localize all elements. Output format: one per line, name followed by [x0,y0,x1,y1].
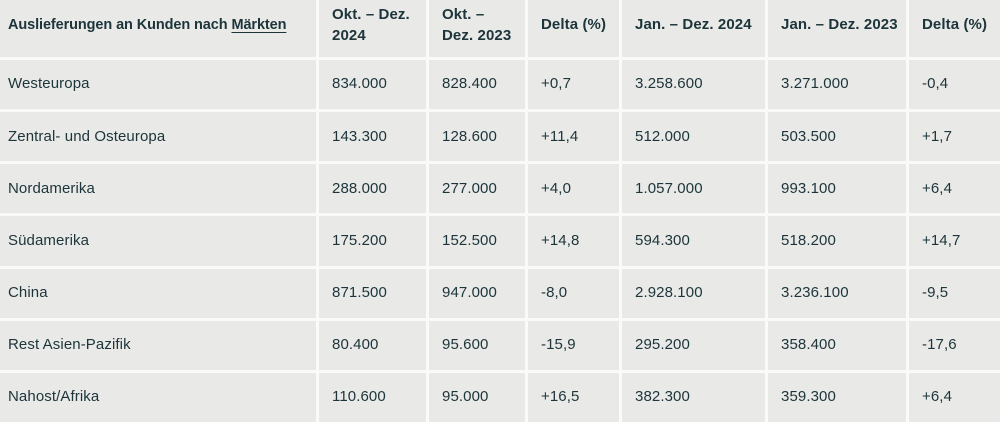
value-cell-q4-2024: 143.300 [319,112,426,162]
value-cell-q4-2024: 834.000 [319,60,426,110]
column-header-fy-2024: Jan. – Dez. 2024 [622,0,765,57]
market-cell: Nahost/Afrika [0,372,316,422]
value-cell-fy-2023: 359.300 [768,372,906,422]
value-cell-fy-2024: 1.057.000 [622,164,765,214]
markets-link[interactable]: Märkten [231,16,287,33]
value-cell-q4-2024: 288.000 [319,164,426,214]
value-cell-q4-2024: 871.500 [319,268,426,318]
value-cell-fy-2024: 2.928.100 [622,268,765,318]
value-cell-delta-q4: -15,9 [528,320,619,370]
column-header-delta-q4: Delta (%) [528,0,619,57]
value-cell-delta-fy: -17,6 [909,320,1000,370]
value-cell-delta-fy: -9,5 [909,268,1000,318]
column-header-fy-2023: Jan. – Dez. 2023 [768,0,906,57]
value-cell-fy-2023: 3.236.100 [768,268,906,318]
value-cell-q4-2023: 947.000 [429,268,525,318]
value-cell-delta-fy: +14,7 [909,216,1000,266]
market-cell: Rest Asien-Pazifik [0,320,316,370]
value-cell-q4-2024: 175.200 [319,216,426,266]
value-cell-q4-2024: 80.400 [319,320,426,370]
value-cell-delta-q4: +4,0 [528,164,619,214]
value-cell-delta-q4: +14,8 [528,216,619,266]
market-cell: China [0,268,316,318]
value-cell-fy-2024: 382.300 [622,372,765,422]
market-cell: Südamerika [0,216,316,266]
value-cell-delta-fy: +1,7 [909,112,1000,162]
value-cell-delta-q4: +0,7 [528,60,619,110]
value-cell-delta-fy: +6,4 [909,164,1000,214]
value-cell-q4-2023: 95.000 [429,372,525,422]
column-header-delta-fy: Delta (%) [909,0,1000,57]
value-cell-q4-2023: 128.600 [429,112,525,162]
market-cell: Nordamerika [0,164,316,214]
value-cell-q4-2024: 110.600 [319,372,426,422]
value-cell-fy-2024: 295.200 [622,320,765,370]
value-cell-delta-fy: -0,4 [909,60,1000,110]
value-cell-delta-q4: +16,5 [528,372,619,422]
value-cell-fy-2023: 518.200 [768,216,906,266]
value-cell-q4-2023: 95.600 [429,320,525,370]
value-cell-delta-q4: -8,0 [528,268,619,318]
value-cell-q4-2023: 277.000 [429,164,525,214]
column-header-q4-2023: Okt. – Dez. 2023 [429,0,525,57]
value-cell-fy-2023: 3.271.000 [768,60,906,110]
value-cell-delta-fy: +6,4 [909,372,1000,422]
value-cell-fy-2024: 594.300 [622,216,765,266]
market-cell: Zentral- und Osteuropa [0,112,316,162]
table-title: Auslieferungen an Kunden nach Märkten [0,0,316,57]
value-cell-fy-2023: 358.400 [768,320,906,370]
value-cell-fy-2023: 993.100 [768,164,906,214]
value-cell-delta-q4: +11,4 [528,112,619,162]
value-cell-q4-2023: 828.400 [429,60,525,110]
table-title-text: Auslieferungen an Kunden nach [8,16,228,33]
market-cell: Westeuropa [0,60,316,110]
value-cell-fy-2023: 503.500 [768,112,906,162]
value-cell-fy-2024: 512.000 [622,112,765,162]
column-header-q4-2024: Okt. – Dez. 2024 [319,0,426,57]
value-cell-q4-2023: 152.500 [429,216,525,266]
value-cell-fy-2024: 3.258.600 [622,60,765,110]
